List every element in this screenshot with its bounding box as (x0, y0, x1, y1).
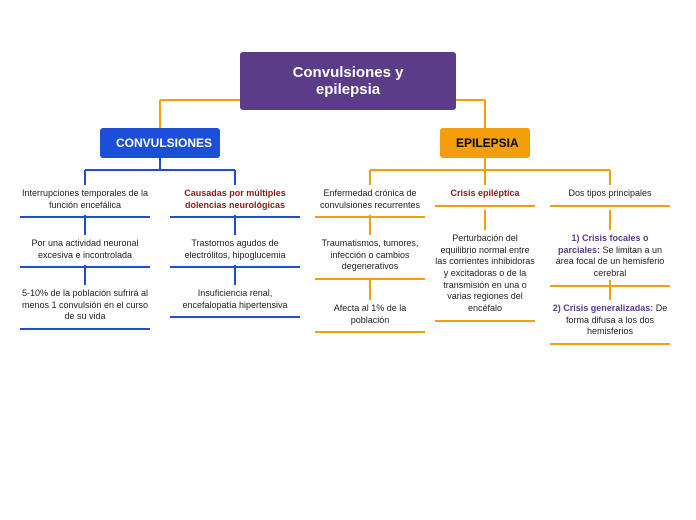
category-convulsiones: CONVULSIONES (100, 128, 220, 158)
epilepsia-label: EPILEPSIA (456, 136, 519, 150)
conv-c1-a: Interrupciones temporales de la función … (20, 188, 150, 218)
root-node: Convulsiones y epilepsia (240, 52, 456, 110)
conv-c2-a: Causadas por múltiples dolencias neuroló… (170, 188, 300, 218)
epi-c1-b: Traumatismos, tumores, infección o cambi… (315, 238, 425, 280)
conv-c1-c: 5-10% de la población sufrirá al menos 1… (20, 288, 150, 330)
epi-c3-a: Dos tipos principales (550, 188, 670, 207)
convulsiones-label: CONVULSIONES (116, 136, 212, 150)
epi-c2-a: Crisis epiléptica (435, 188, 535, 207)
epi-c3-c: 2) Crisis generalizadas: De forma difusa… (550, 303, 670, 345)
epi-c1-c: Afecta al 1% de la población (315, 303, 425, 333)
root-title: Convulsiones y epilepsia (293, 64, 404, 98)
conv-c1-b: Por una actividad neuronal excesiva e in… (20, 238, 150, 268)
epi-c3-b: 1) Crisis focales o parciales: Se limita… (550, 233, 670, 287)
epi-c2-b: Perturbación del equilibrio normal entre… (435, 233, 535, 322)
conv-c2-c: Insuficiencia renal, encefalopatía hiper… (170, 288, 300, 318)
category-epilepsia: EPILEPSIA (440, 128, 530, 158)
epi-c1-a: Enfermedad crónica de convulsiones recur… (315, 188, 425, 218)
conv-c2-b: Trastornos agudos de electrólitos, hipog… (170, 238, 300, 268)
